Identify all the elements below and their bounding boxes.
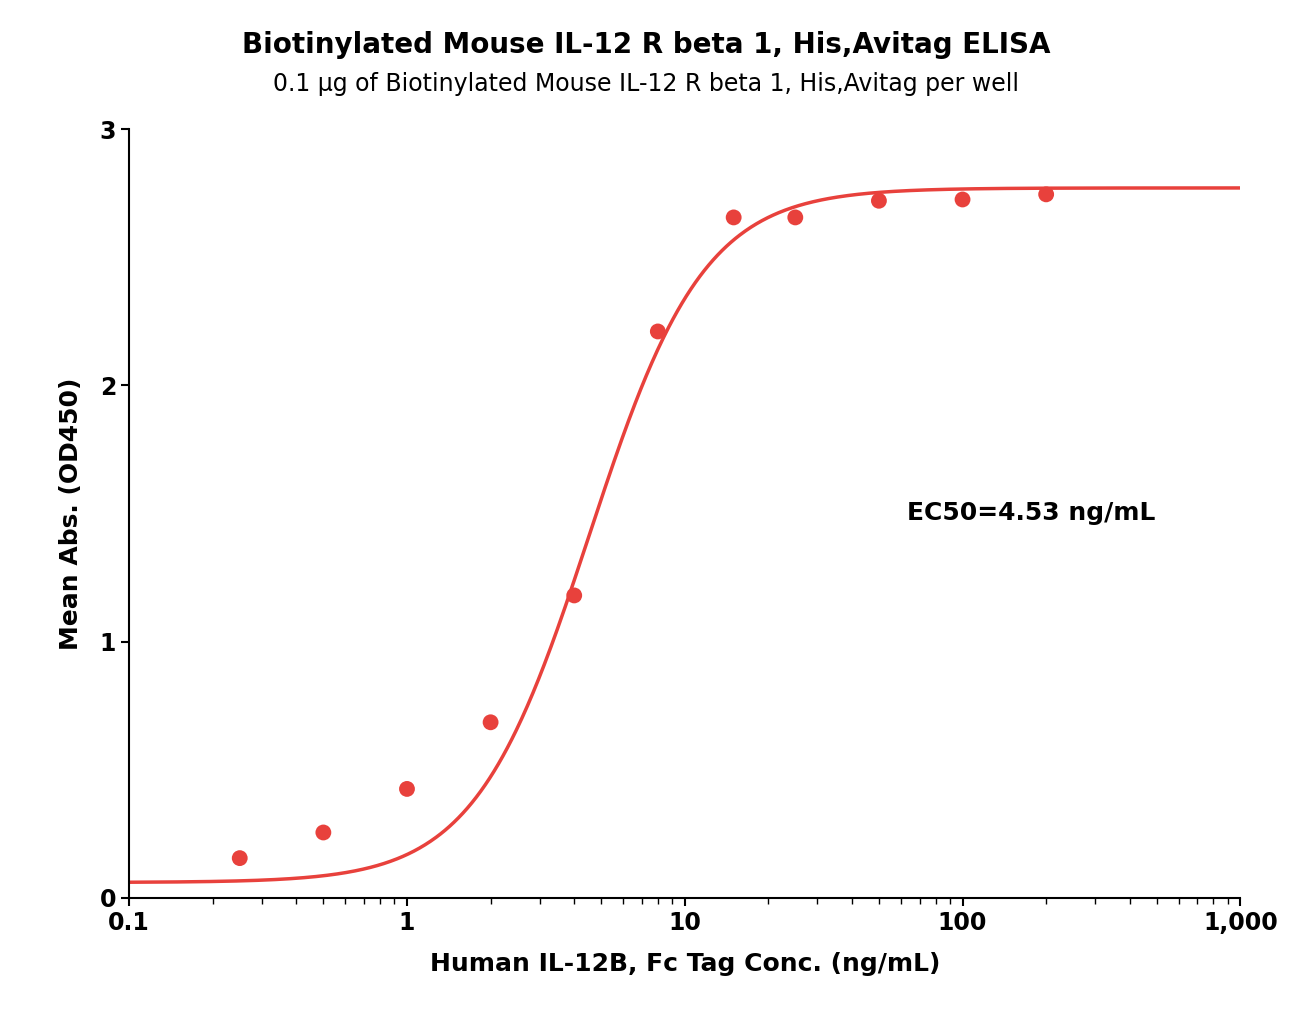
Text: EC50=4.53 ng/mL: EC50=4.53 ng/mL (907, 502, 1155, 525)
Point (230, 850, 251, 867)
Point (397, 780, 417, 797)
Point (868, 193, 889, 209)
Point (786, 209, 806, 226)
Text: 0.1 μg of Biotinylated Mouse IL-12 R beta 1, His,Avitag per well: 0.1 μg of Biotinylated Mouse IL-12 R bet… (273, 72, 1019, 96)
Y-axis label: Mean Abs. (OD450): Mean Abs. (OD450) (59, 378, 83, 649)
Point (724, 209, 744, 226)
X-axis label: Human IL-12B, Fc Tag Conc. (ng/mL): Human IL-12B, Fc Tag Conc. (ng/mL) (429, 952, 941, 975)
Point (1036, 186, 1057, 202)
Point (563, 587, 584, 604)
Point (952, 191, 973, 207)
Point (647, 323, 668, 340)
Point (313, 825, 333, 841)
Point (481, 714, 501, 731)
Text: Biotinylated Mouse IL-12 R beta 1, His,Avitag ELISA: Biotinylated Mouse IL-12 R beta 1, His,A… (242, 31, 1050, 59)
